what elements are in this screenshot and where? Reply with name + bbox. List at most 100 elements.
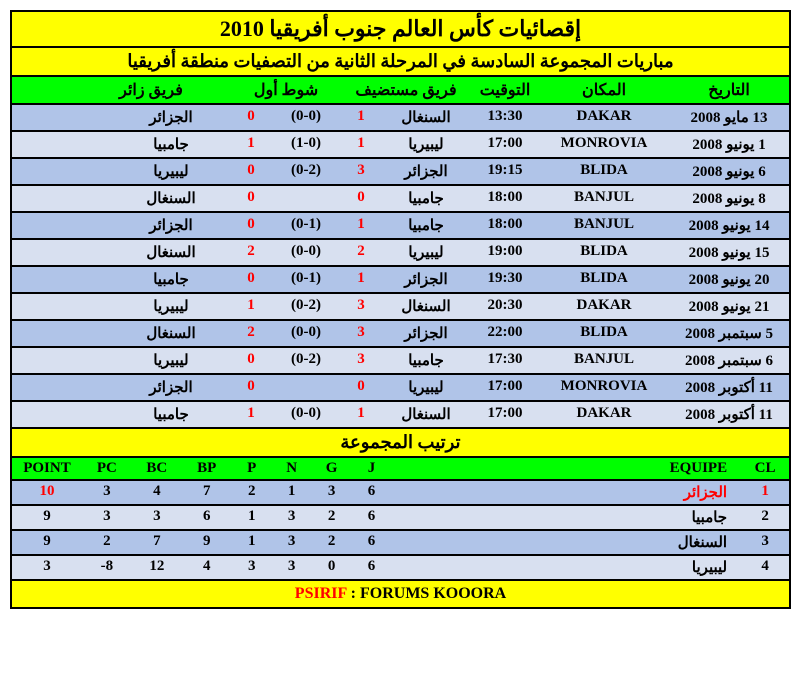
hdr-time: التوقيت <box>471 77 539 103</box>
cell-n: 3 <box>272 531 312 554</box>
cell-date: 1 يونيو 2008 <box>669 132 789 157</box>
cell-away-score: 0 <box>231 375 271 400</box>
cell-halftime: (1-0) <box>271 132 341 157</box>
cell-bp: 6 <box>182 506 232 529</box>
sh-j: J <box>352 458 392 479</box>
cell-halftime: (0-0) <box>271 402 341 427</box>
cell-pc: 3 <box>82 506 132 529</box>
cell-home: السنغال <box>381 105 471 130</box>
cell-p: 3 <box>232 556 272 579</box>
cell-away: السنغال <box>111 321 231 346</box>
cell-home-score: 0 <box>341 186 381 211</box>
cell-date: 21 يونيو 2008 <box>669 294 789 319</box>
cell-away-score: 1 <box>231 132 271 157</box>
sh-bc: BC <box>132 458 182 479</box>
cell-away-score: 2 <box>231 321 271 346</box>
cell-home: الجزائر <box>381 267 471 292</box>
cell-point: 3 <box>12 556 82 579</box>
match-row: 15 يونيو 2008BLIDA19:00ليبيريا2(0-0)2الس… <box>11 239 790 266</box>
cell-away-score: 0 <box>231 213 271 238</box>
cell-away: ليبيريا <box>111 159 231 184</box>
hdr-home: فريق مستضيف <box>341 77 471 103</box>
cell-venue: BLIDA <box>539 240 669 265</box>
match-row: 13 مايو 2008DAKAR13:30السنغال1(0-0)0الجز… <box>11 104 790 131</box>
standings-header-row: POINT PC BC BP P N G J EQUIPE CL <box>11 457 790 480</box>
sh-n: N <box>272 458 312 479</box>
standings-row: 92791326السنغال3 <box>11 530 790 555</box>
cell-date: 6 سبتمبر 2008 <box>669 348 789 373</box>
cell-venue: DAKAR <box>539 402 669 427</box>
standings-row: 103472136الجزائر1 <box>11 480 790 505</box>
cell-home-score: 1 <box>341 267 381 292</box>
cell-time: 18:00 <box>471 213 539 238</box>
cell-away: الجزائر <box>111 375 231 400</box>
cell-away-score: 2 <box>231 240 271 265</box>
sh-point: POINT <box>12 458 82 479</box>
sh-p: P <box>232 458 272 479</box>
match-header-row: التاريخ المكان التوقيت فريق مستضيف شوط أ… <box>11 76 790 104</box>
cell-venue: DAKAR <box>539 105 669 130</box>
standings-row: 3-81243306ليبيريا4 <box>11 555 790 580</box>
cell-g: 0 <box>312 556 352 579</box>
cell-away: الجزائر <box>111 105 231 130</box>
cell-halftime: (0-2) <box>271 348 341 373</box>
cell-j: 6 <box>352 481 392 504</box>
hdr-away: فريق زائر <box>71 77 231 103</box>
cell-bp: 9 <box>182 531 232 554</box>
cell-home: ليبيريا <box>381 132 471 157</box>
cell-away: جامبيا <box>111 132 231 157</box>
cell-home-score: 1 <box>341 213 381 238</box>
cell-date: 11 أكتوبر 2008 <box>669 375 789 400</box>
sh-cl: CL <box>741 458 789 479</box>
cell-equipe: السنغال <box>392 531 742 554</box>
cell-venue: BANJUL <box>539 213 669 238</box>
cell-home-score: 3 <box>341 159 381 184</box>
cell-away-score: 0 <box>231 186 271 211</box>
cell-home: ليبيريا <box>381 375 471 400</box>
cell-p: 1 <box>232 506 272 529</box>
cell-pc: 2 <box>82 531 132 554</box>
cell-date: 5 سبتمبر 2008 <box>669 321 789 346</box>
page-title: إقصائيات كأس العالم جنوب أفريقيا 2010 <box>11 11 790 47</box>
cell-halftime: (0-1) <box>271 213 341 238</box>
cell-time: 22:00 <box>471 321 539 346</box>
cell-equipe: جامبيا <box>392 506 742 529</box>
match-row: 8 يونيو 2008BANJUL18:00جامبيا00السنغال <box>11 185 790 212</box>
cell-home: جامبيا <box>381 186 471 211</box>
cell-home-score: 0 <box>341 375 381 400</box>
cell-home: جامبيا <box>381 348 471 373</box>
cell-home: الجزائر <box>381 321 471 346</box>
cell-j: 6 <box>352 506 392 529</box>
match-row: 21 يونيو 2008DAKAR20:30السنغال3(0-2)1ليب… <box>11 293 790 320</box>
cell-bc: 12 <box>132 556 182 579</box>
match-row: 20 يونيو 2008BLIDA19:30الجزائر1(0-1)0جام… <box>11 266 790 293</box>
sh-pc: PC <box>82 458 132 479</box>
cell-away-score: 0 <box>231 267 271 292</box>
footer-site: FORUMS KOOORA <box>360 585 506 602</box>
cell-venue: DAKAR <box>539 294 669 319</box>
match-row: 5 سبتمبر 2008BLIDA22:00الجزائر3(0-0)2الس… <box>11 320 790 347</box>
cell-g: 2 <box>312 531 352 554</box>
cell-venue: BANJUL <box>539 186 669 211</box>
sh-g: G <box>312 458 352 479</box>
cell-away: الجزائر <box>111 213 231 238</box>
cell-g: 2 <box>312 506 352 529</box>
cell-home-score: 1 <box>341 132 381 157</box>
cell-home-score: 1 <box>341 402 381 427</box>
cell-halftime: (0-2) <box>271 159 341 184</box>
cell-point: 9 <box>12 531 82 554</box>
cell-home: السنغال <box>381 402 471 427</box>
cell-equipe: الجزائر <box>392 481 742 504</box>
standings-title: ترتيب المجموعة <box>11 428 790 457</box>
cell-n: 3 <box>272 556 312 579</box>
cell-away-score: 0 <box>231 159 271 184</box>
match-row: 6 سبتمبر 2008BANJUL17:30جامبيا3(0-2)0ليب… <box>11 347 790 374</box>
cell-away: جامبيا <box>111 267 231 292</box>
match-row: 11 أكتوبر 2008MONROVIA17:00ليبيريا00الجز… <box>11 374 790 401</box>
cell-time: 13:30 <box>471 105 539 130</box>
cell-bc: 7 <box>132 531 182 554</box>
cell-j: 6 <box>352 531 392 554</box>
sh-bp: BP <box>182 458 232 479</box>
cell-away-score: 0 <box>231 348 271 373</box>
cell-bp: 7 <box>182 481 232 504</box>
